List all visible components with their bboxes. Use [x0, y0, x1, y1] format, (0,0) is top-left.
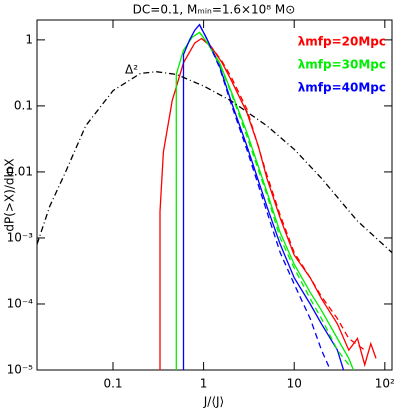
- legend-entry: λmfp=40Mpc: [298, 81, 386, 95]
- y-tick-label: 10⁻⁴: [7, 296, 34, 310]
- line: [198, 32, 350, 366]
- annotation: Δ²: [125, 63, 138, 77]
- chart-title: DC=0.1, Mₘᵢₙ=1.6×10⁸ M⊙: [133, 3, 296, 17]
- legend-entry: λmfp=30Mpc: [298, 58, 386, 72]
- y-tick-label: 10⁻⁵: [7, 363, 34, 377]
- line: [201, 38, 366, 351]
- x-tick-label: 0.1: [103, 377, 122, 391]
- x-tick-label: 10: [287, 377, 302, 391]
- x-tick-label: 10²: [375, 377, 395, 391]
- y-tick-label: 10⁻³: [7, 230, 34, 244]
- x-tick-label: 1: [200, 377, 208, 391]
- y-tick-label: 0.01: [6, 164, 33, 178]
- line: [37, 71, 392, 254]
- plot-frame: [36, 19, 393, 371]
- legend-entry: λmfp=20Mpc: [298, 35, 386, 49]
- y-axis-label: dP(>X)/dlnX: [3, 158, 17, 231]
- y-tick-label: 1: [25, 32, 33, 46]
- line: [198, 24, 331, 370]
- x-axis-label: J/⟨J⟩: [203, 395, 224, 409]
- y-tick-label: 0.1: [14, 98, 33, 112]
- line: [182, 23, 345, 370]
